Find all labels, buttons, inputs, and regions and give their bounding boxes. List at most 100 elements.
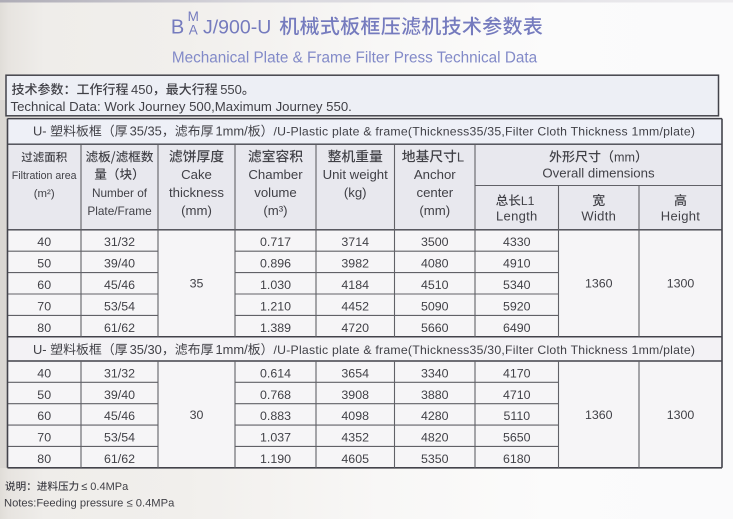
svg-text:A: A — [189, 23, 198, 38]
svg-text:1.190: 1.190 — [260, 452, 291, 466]
svg-text:Technical Data: Work Journey 5: Technical Data: Work Journey 500,Maximum… — [11, 99, 352, 114]
svg-text:≤ 0.4MPa: ≤ 0.4MPa — [81, 481, 129, 493]
svg-text:Plate/Frame: Plate/Frame — [87, 204, 152, 218]
svg-text:31/32: 31/32 — [104, 366, 135, 380]
svg-text:35: 35 — [190, 277, 204, 291]
svg-text:0.883: 0.883 — [260, 409, 291, 423]
svg-text:1300: 1300 — [667, 408, 695, 422]
svg-text:Number of: Number of — [92, 186, 148, 200]
svg-text:5090: 5090 — [421, 299, 449, 313]
svg-text:39/40: 39/40 — [104, 388, 135, 402]
svg-text:53/54: 53/54 — [104, 430, 135, 444]
svg-text:1360: 1360 — [585, 277, 613, 291]
svg-text:1300: 1300 — [667, 277, 695, 291]
svg-text:70: 70 — [37, 299, 51, 313]
svg-text:61/62: 61/62 — [104, 321, 135, 335]
svg-text:70: 70 — [37, 430, 51, 444]
svg-text:U-: U- — [33, 124, 47, 139]
svg-text:5920: 5920 — [503, 299, 531, 313]
svg-text:(mm): (mm) — [181, 203, 212, 218]
svg-text:(mm): (mm) — [419, 203, 450, 218]
svg-text:3714: 3714 — [341, 235, 369, 249]
svg-text:4820: 4820 — [421, 430, 449, 444]
svg-text:(kg): (kg) — [344, 185, 367, 200]
svg-text:L: L — [457, 149, 464, 164]
svg-text:1.210: 1.210 — [260, 299, 291, 313]
svg-text:/U-Plastic plate & frame(Thick: /U-Plastic plate & frame(Thickness35/35,… — [274, 125, 696, 139]
svg-text:5350: 5350 — [421, 452, 449, 466]
svg-text:30: 30 — [190, 408, 204, 422]
svg-text:80: 80 — [37, 321, 51, 335]
svg-text:53/54: 53/54 — [104, 299, 135, 313]
svg-text:Chamber: Chamber — [248, 167, 303, 182]
svg-text:1.030: 1.030 — [260, 278, 291, 292]
svg-text:(m²): (m²) — [34, 188, 55, 200]
svg-text:4510: 4510 — [421, 278, 449, 292]
svg-text:volume: volume — [254, 185, 297, 200]
svg-text:6490: 6490 — [503, 321, 531, 335]
svg-text:4080: 4080 — [421, 257, 449, 271]
svg-text:45/46: 45/46 — [104, 278, 135, 292]
svg-text:4720: 4720 — [341, 321, 369, 335]
svg-text:0.717: 0.717 — [260, 235, 291, 249]
svg-text:61/62: 61/62 — [104, 452, 135, 466]
svg-text:60: 60 — [37, 409, 51, 423]
svg-text:Height: Height — [661, 209, 700, 224]
svg-text:80: 80 — [37, 452, 51, 466]
svg-text:(m³): (m³) — [263, 203, 287, 218]
svg-text:L1: L1 — [521, 194, 535, 208]
svg-text:Width: Width — [581, 209, 616, 224]
svg-text:1mm/: 1mm/ — [216, 124, 249, 139]
svg-text:M: M — [188, 9, 199, 24]
svg-text:39/40: 39/40 — [104, 257, 135, 271]
svg-text:4910: 4910 — [503, 257, 531, 271]
svg-text:60: 60 — [37, 278, 51, 292]
svg-text:1mm/: 1mm/ — [216, 342, 249, 357]
svg-text:J/900-U: J/900-U — [203, 17, 271, 39]
svg-text:0.768: 0.768 — [260, 388, 291, 402]
svg-text:Notes:Feeding pressure ≤ 0.4MP: Notes:Feeding pressure ≤ 0.4MPa — [4, 498, 175, 510]
svg-text:Overall dimensions: Overall dimensions — [542, 166, 655, 181]
svg-text:4605: 4605 — [341, 452, 369, 466]
svg-text:thickness: thickness — [169, 185, 224, 200]
svg-text:5110: 5110 — [503, 409, 530, 423]
svg-text:1.037: 1.037 — [260, 430, 291, 444]
svg-text:3982: 3982 — [341, 257, 369, 271]
svg-text:4098: 4098 — [341, 409, 369, 423]
svg-text:4184: 4184 — [341, 278, 369, 292]
svg-text:U-: U- — [33, 342, 47, 357]
svg-text:3340: 3340 — [421, 366, 449, 380]
svg-text:0.896: 0.896 — [260, 257, 291, 271]
svg-text:450: 450 — [131, 82, 153, 97]
svg-text:Length: Length — [496, 209, 538, 224]
svg-text:50: 50 — [37, 257, 51, 271]
svg-text:4170: 4170 — [503, 366, 531, 380]
svg-text:5340: 5340 — [503, 278, 531, 292]
svg-text:3880: 3880 — [421, 388, 449, 402]
svg-text:4452: 4452 — [341, 299, 369, 313]
svg-text:4352: 4352 — [341, 430, 369, 444]
svg-text:Anchor: Anchor — [414, 167, 456, 182]
svg-text:45/46: 45/46 — [104, 409, 135, 423]
svg-text:40: 40 — [37, 366, 51, 380]
svg-text:35/35: 35/35 — [130, 124, 162, 139]
svg-text:4330: 4330 — [503, 235, 531, 249]
svg-text:3908: 3908 — [341, 388, 369, 402]
svg-text:6180: 6180 — [503, 452, 531, 466]
svg-text:31/32: 31/32 — [104, 235, 135, 249]
svg-text:3654: 3654 — [341, 366, 369, 380]
svg-text:Cake: Cake — [181, 167, 212, 182]
svg-text:1.389: 1.389 — [260, 321, 291, 335]
svg-text:1360: 1360 — [585, 408, 613, 422]
svg-text:5650: 5650 — [503, 430, 531, 444]
svg-text:50: 50 — [37, 388, 51, 402]
svg-text:0.614: 0.614 — [260, 366, 291, 380]
svg-text:35/30: 35/30 — [130, 342, 162, 357]
svg-text:/U-Plastic plate & frame(Thick: /U-Plastic plate & frame(Thickness35/30,… — [274, 343, 696, 357]
svg-text:40: 40 — [37, 235, 51, 249]
svg-text:550: 550 — [220, 82, 242, 97]
svg-text:B: B — [171, 17, 184, 39]
svg-text:3500: 3500 — [421, 235, 449, 249]
svg-text:Filtration area: Filtration area — [12, 170, 77, 182]
svg-text:center: center — [416, 185, 453, 200]
